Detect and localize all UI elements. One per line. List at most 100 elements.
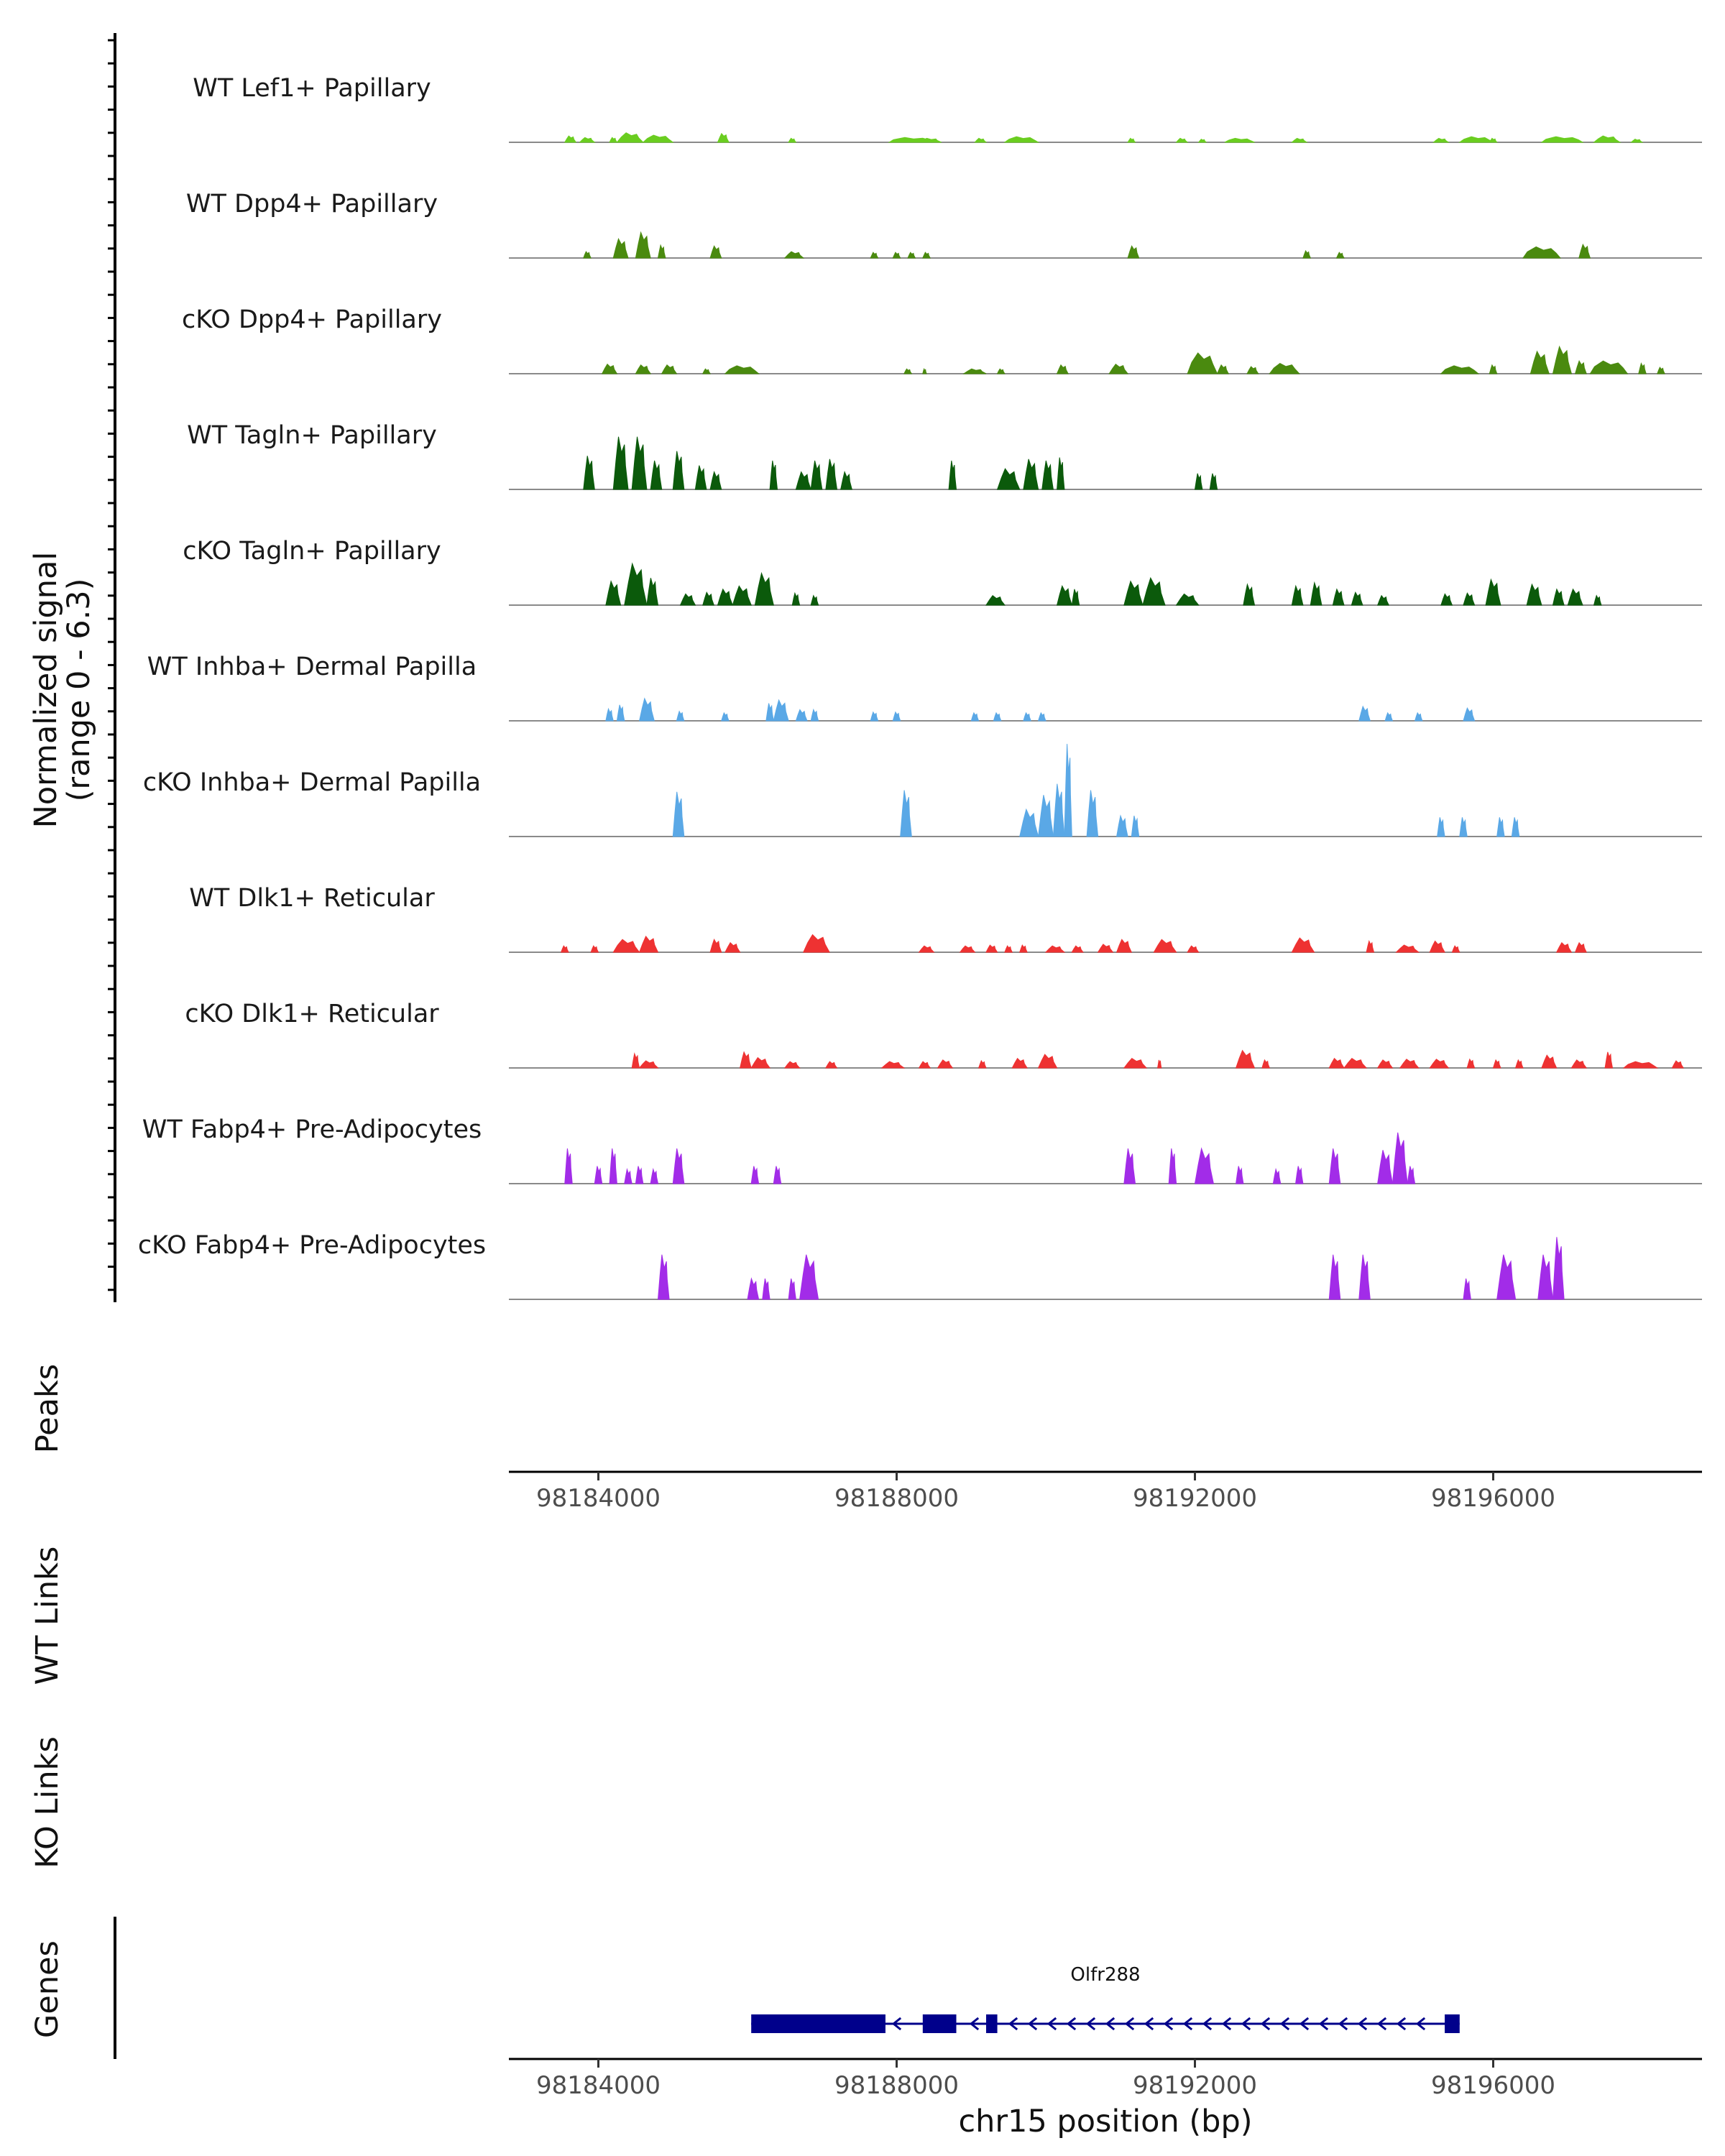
coverage-peak: [1052, 783, 1065, 837]
strand-arrow: [1144, 2017, 1154, 2031]
track-label: WT Lef1+ Papillary: [193, 74, 431, 103]
coverage-peak: [679, 593, 696, 606]
coverage-peak: [1366, 939, 1375, 953]
strand-arrow: [1396, 2017, 1407, 2031]
track-label: WT Inhba+ Dermal Papilla: [147, 653, 477, 681]
coverage-peak: [840, 471, 852, 490]
coverage-peak: [1407, 1166, 1416, 1184]
coverage-peak: [825, 459, 838, 490]
coverage-peak: [724, 941, 741, 953]
coverage-peak: [1432, 137, 1450, 143]
coverage-peak: [1018, 944, 1028, 953]
coverage-peak: [1540, 136, 1584, 143]
coverage-peak: [1555, 941, 1573, 953]
coverage-peak: [985, 944, 998, 953]
coverage-peak: [892, 711, 901, 722]
coverage-peak: [1127, 137, 1136, 143]
coverage-peak: [788, 137, 797, 143]
coverage-peak: [1351, 591, 1363, 606]
coverage-peak: [1310, 581, 1322, 606]
coverage-peak: [657, 1254, 670, 1300]
coverage-peak: [762, 1278, 770, 1300]
gene-model: [751, 2014, 1460, 2033]
coverage-peak: [1236, 1166, 1244, 1184]
coverage-peak: [1335, 252, 1345, 259]
coverage-peak: [1175, 593, 1200, 606]
coverage-peak: [1295, 1166, 1304, 1184]
peaks-x-ticks: 98184000 98188000 98192000 98196000: [536, 1472, 1555, 1513]
strand-arrow: [1415, 2017, 1426, 2031]
coverage-peak: [1037, 711, 1046, 722]
coverage-peak: [810, 708, 819, 722]
coverage-peak: [1041, 460, 1054, 490]
coverage-peak: [747, 1277, 760, 1300]
coverage-peak: [1108, 363, 1129, 374]
coverage-peak: [803, 934, 830, 953]
coverage-peak: [1328, 1254, 1341, 1300]
coverage-peak: [791, 591, 801, 606]
coverage-peak: [1019, 808, 1039, 837]
coverage-peak: [594, 1166, 603, 1184]
coverage-peak: [1395, 944, 1420, 953]
coverage-peak: [601, 363, 618, 374]
coverage-peak: [1384, 711, 1394, 722]
gene-name-label: Olfr288: [1070, 1964, 1140, 1986]
coverage-peak: [903, 368, 913, 374]
coverage-peak: [750, 1166, 760, 1184]
coverage-peak: [564, 135, 577, 143]
coverage-peak: [717, 132, 730, 143]
coverage-peak: [1187, 352, 1218, 374]
strand-arrow: [1182, 2017, 1193, 2031]
coverage-peak: [1272, 1168, 1282, 1184]
y-axis-title-line1: Normalized signal: [28, 552, 64, 829]
coverage-peak: [650, 1168, 659, 1184]
coverage-peak: [1537, 1254, 1554, 1300]
coverage-peak: [1123, 1148, 1136, 1184]
coverage-peak: [1209, 473, 1218, 490]
track-3: cKO Dpp4+ Papillary: [182, 305, 1702, 374]
coverage-peak: [922, 252, 932, 259]
x-tick-label: 98192000: [1133, 2071, 1257, 2100]
coverage-peak: [1123, 1058, 1148, 1069]
coverage-peak: [1459, 817, 1468, 837]
coverage-peak: [624, 562, 648, 606]
genes-panel-label: Genes: [29, 1940, 65, 2038]
coverage-peak: [1526, 583, 1542, 606]
coverage-peak: [993, 711, 1002, 722]
coverage-peak: [1485, 578, 1501, 606]
coverage-peak: [661, 364, 678, 374]
x-tick-label: 98188000: [834, 1484, 959, 1513]
coverage-peak: [676, 710, 685, 722]
coverage-tracks: WT Lef1+ Papillary WT Dpp4+ Papillary cKO …: [138, 74, 1702, 1300]
strand-arrow: [1221, 2017, 1232, 2031]
coverage-peak: [1530, 350, 1550, 374]
coverage-peak: [754, 571, 774, 606]
coverage-peak: [1552, 1237, 1565, 1300]
coverage-peak: [892, 252, 901, 259]
coverage-peak: [709, 245, 722, 259]
coverage-peak: [1392, 1132, 1408, 1184]
coverage-peak: [564, 1148, 573, 1184]
coverage-peak: [1657, 367, 1665, 374]
track-6: WT Inhba+ Dermal Papilla: [147, 653, 1702, 722]
x-tick-label: 98192000: [1133, 1484, 1257, 1513]
coverage-peak: [1492, 1059, 1501, 1069]
coverage-peak: [978, 1059, 987, 1069]
coverage-peak: [657, 244, 666, 259]
coverage-peak: [1376, 1059, 1394, 1069]
coverage-peak: [918, 945, 935, 953]
coverage-peak: [1567, 588, 1583, 606]
coverage-peak: [724, 365, 760, 374]
strand-arrow: [1105, 2017, 1116, 2031]
coverage-peak: [922, 368, 927, 374]
coverage-peak: [795, 471, 811, 490]
coverage-peak: [1399, 1059, 1420, 1069]
gene-exon: [922, 2014, 957, 2033]
coverage-peak: [1429, 940, 1445, 953]
coverage-peak: [1123, 580, 1144, 606]
coverage-peak: [1552, 345, 1573, 374]
coverage-peak: [612, 436, 629, 490]
coverage-peak: [1489, 137, 1498, 143]
coverage-peak: [750, 1056, 771, 1069]
coverage-peak: [721, 711, 730, 722]
